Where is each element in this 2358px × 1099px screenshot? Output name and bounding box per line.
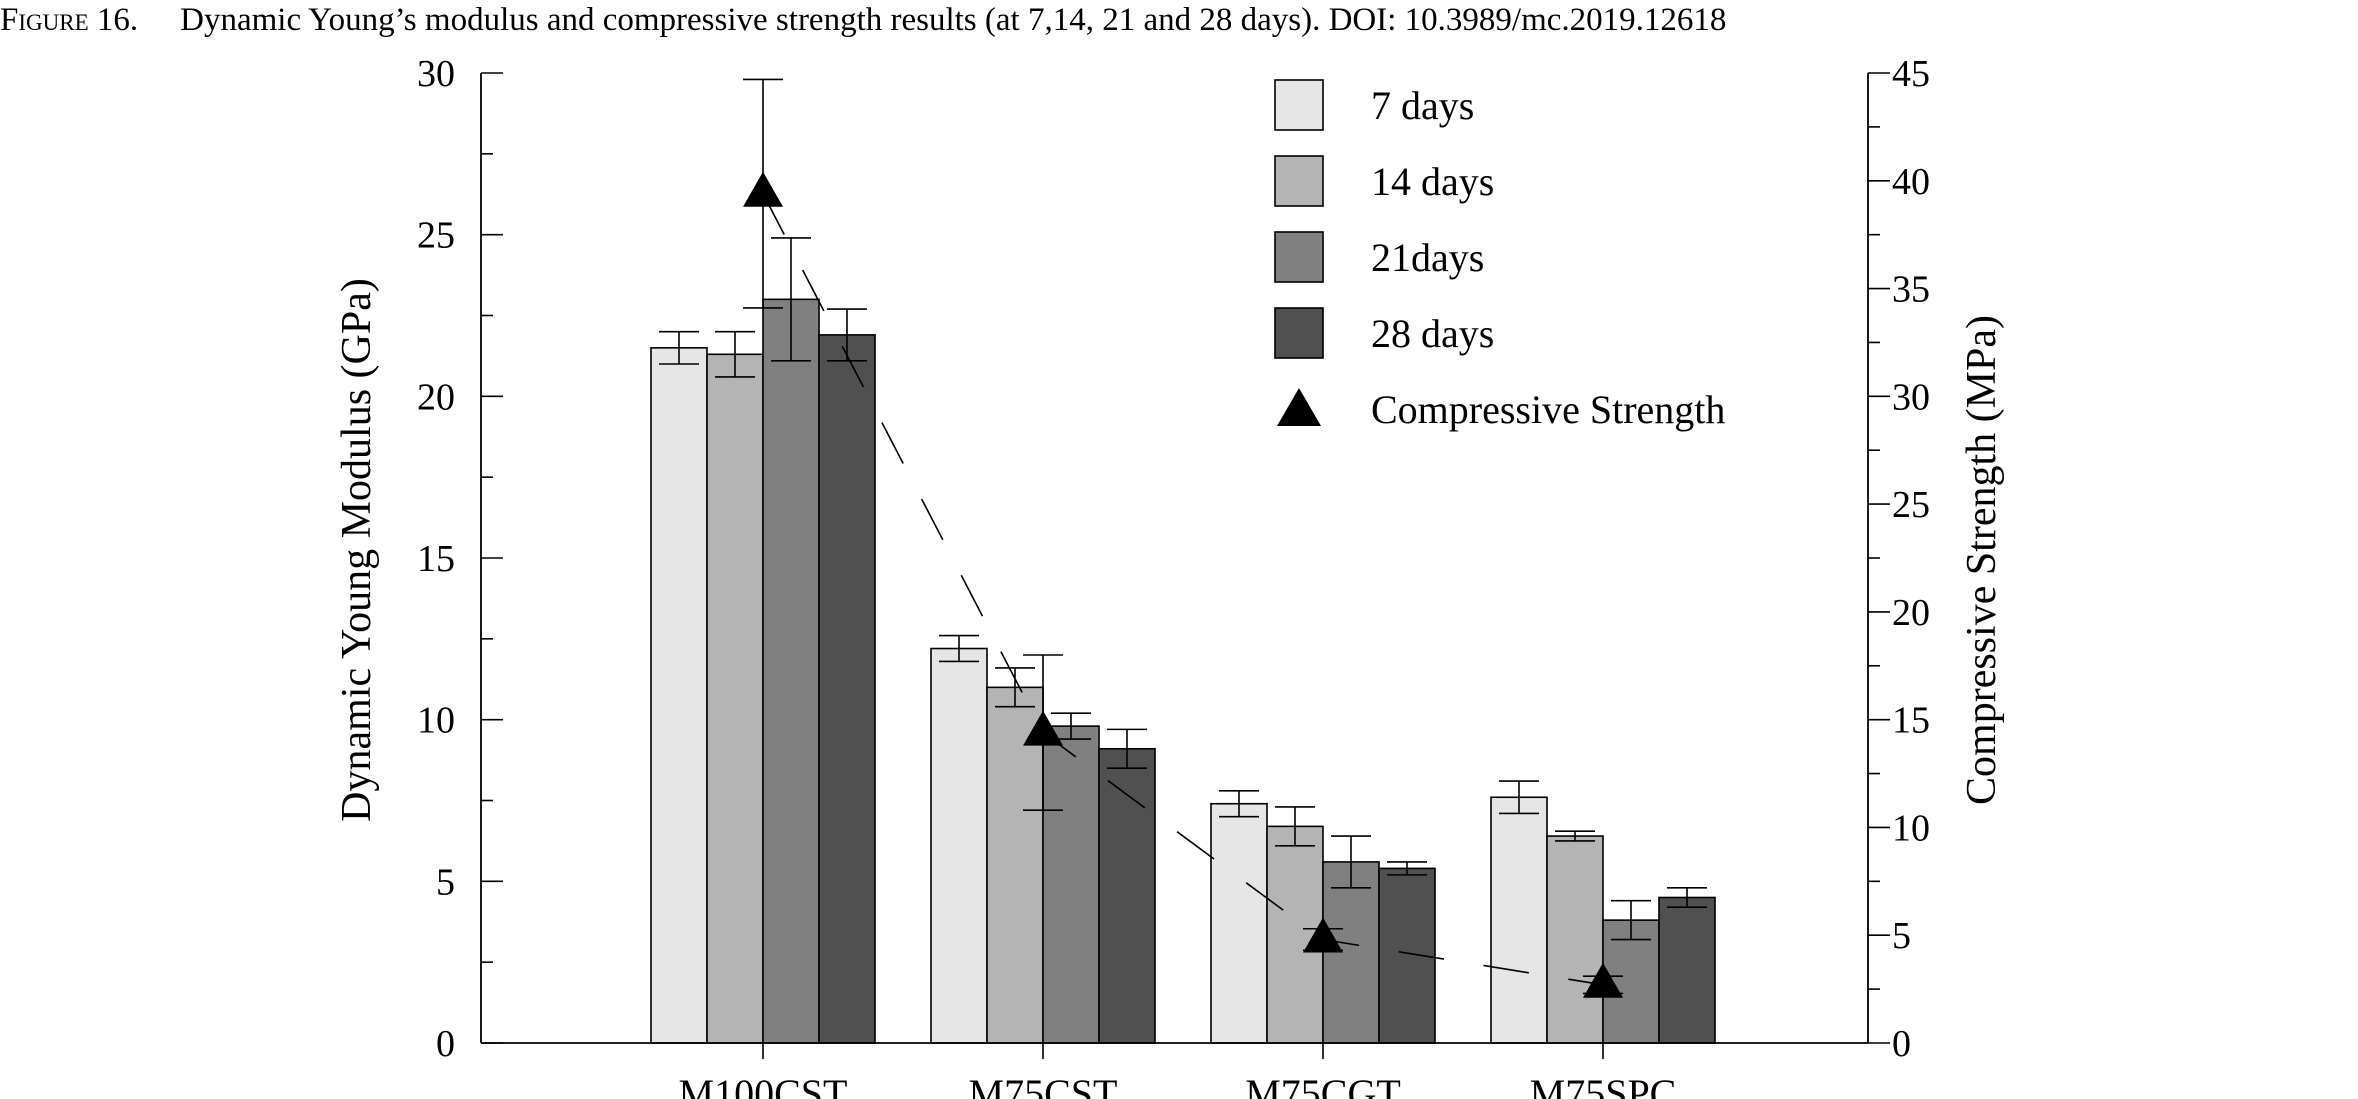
y2-tick-label: 25 [1892, 484, 1930, 526]
bar-m75cgt-1 [1210, 802, 1268, 1044]
legend-swatch [1274, 231, 1324, 283]
legend: 7 days 14 days 21days 28 days Compressive St… [1274, 79, 1725, 432]
y2-tick-label: 0 [1892, 1023, 1911, 1065]
bar-m75spc-4 [1658, 896, 1716, 1044]
y-tick-label: 0 [436, 1023, 455, 1065]
bar-m100cst-1 [650, 347, 708, 1044]
legend-label: Compressive Strength [1371, 387, 1725, 432]
legend-label: 21days [1371, 235, 1484, 280]
figure-caption: Figure 16. Dynamic Young’s modulus and co… [0, 2, 2358, 48]
figure-caption-text: Dynamic Young’s modulus and compressive … [180, 2, 1727, 38]
axes: 0 5 10 15 20 25 30 0 5 10 15 20 25 30 35 40 45 M100CST M75… [417, 53, 1930, 1099]
y-tick-label: 5 [436, 861, 455, 903]
y2-tick-label: 5 [1892, 915, 1911, 957]
legend-label: 14 days [1371, 159, 1494, 204]
y2-tick-label: 45 [1892, 53, 1930, 95]
legend-swatch [1274, 307, 1324, 359]
y2-tick-label: 35 [1892, 269, 1930, 311]
y-axis-label: Dynamic Young Modulus (GPa) [334, 278, 380, 822]
y-tick-label: 20 [417, 376, 455, 418]
bar-m75cst-2 [986, 686, 1044, 1044]
y2-tick-label: 15 [1892, 700, 1930, 742]
legend-swatch [1274, 155, 1324, 207]
bar-error-bars [659, 237, 1707, 941]
bar-m100cst-4 [818, 334, 876, 1044]
strength-triangle-marker [1583, 962, 1623, 998]
x-tick-label: M75CGT [1245, 1071, 1401, 1099]
x-tick-label: M75SPC [1530, 1071, 1677, 1099]
bar-m100cst-2 [706, 353, 764, 1044]
legend-label: 7 days [1371, 83, 1474, 128]
figure-label: Figure 16. [0, 2, 139, 38]
bar-m100cst-3 [762, 298, 820, 1044]
strength-triangle-marker [1023, 710, 1063, 746]
y2-tick-label: 40 [1892, 161, 1930, 203]
strength-triangle-marker [743, 171, 783, 207]
bar-m75spc-2 [1546, 835, 1604, 1044]
bar-m75cst-1 [930, 647, 988, 1044]
y2-tick-label: 20 [1892, 592, 1930, 634]
x-tick-label: M75CST [969, 1071, 1118, 1099]
y2-axis-label: Compressive Strength (MPa) [1959, 315, 2005, 805]
y2-tick-label: 30 [1892, 376, 1930, 418]
x-tick-label: M100CST [679, 1071, 848, 1099]
legend-label: 28 days [1371, 311, 1494, 356]
compressive-strength-line [743, 78, 1623, 998]
legend-swatch [1274, 79, 1324, 131]
strength-dashed-line [762, 193, 1604, 986]
legend-triangle-icon [1277, 388, 1321, 426]
y-tick-label: 15 [417, 538, 455, 580]
bar-m75cst-3 [1042, 725, 1100, 1044]
y-tick-label: 30 [417, 53, 455, 95]
y2-tick-label: 10 [1892, 807, 1930, 849]
bar-m75spc-1 [1490, 796, 1548, 1044]
strength-triangle-marker [1303, 917, 1343, 953]
y-tick-label: 25 [417, 215, 455, 257]
y-tick-label: 10 [417, 700, 455, 742]
bar-m75cst-4 [1098, 747, 1156, 1044]
